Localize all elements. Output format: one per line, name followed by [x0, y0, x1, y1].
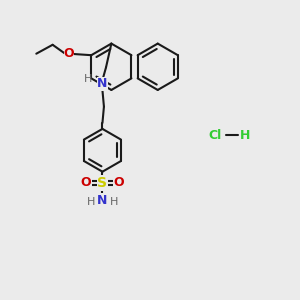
Text: O: O: [64, 47, 74, 60]
Text: O: O: [113, 176, 124, 190]
Text: H: H: [87, 197, 95, 207]
Text: Cl: Cl: [209, 129, 222, 142]
Text: S: S: [98, 176, 107, 190]
Text: N: N: [97, 194, 108, 207]
Text: H: H: [240, 129, 250, 142]
Text: H: H: [110, 197, 118, 207]
Text: H: H: [84, 74, 92, 84]
Text: N: N: [97, 77, 108, 90]
Text: O: O: [81, 176, 92, 190]
